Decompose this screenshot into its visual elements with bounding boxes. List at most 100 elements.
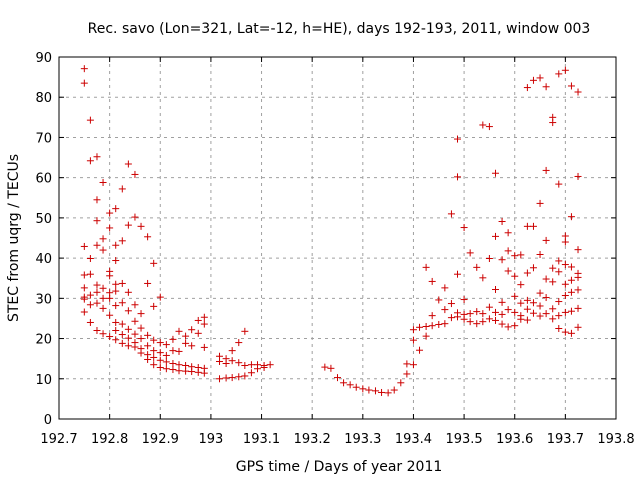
data-point (561, 292, 569, 300)
data-points (80, 65, 582, 397)
data-point (447, 300, 455, 308)
data-point (169, 366, 177, 374)
data-point (441, 306, 449, 314)
data-point (124, 307, 132, 315)
data-point (473, 308, 481, 316)
data-point (80, 65, 88, 73)
data-point (228, 374, 236, 382)
data-point (118, 279, 126, 287)
data-point (162, 341, 170, 349)
data-point (93, 327, 101, 335)
data-point (86, 157, 94, 165)
y-tick-label: 90 (35, 51, 52, 66)
data-point (162, 365, 170, 373)
data-point (428, 312, 436, 320)
data-point (549, 119, 557, 127)
data-point (365, 386, 373, 394)
data-point (555, 312, 563, 320)
data-point (574, 246, 582, 254)
data-point (504, 229, 512, 237)
data-point (99, 246, 107, 254)
data-point (485, 315, 493, 323)
data-point (479, 318, 487, 326)
data-point (378, 388, 386, 396)
data-point (574, 323, 582, 331)
data-point (555, 325, 563, 332)
grid-lines (59, 57, 616, 419)
data-point (156, 349, 164, 357)
data-point (112, 287, 120, 295)
data-point (99, 330, 107, 338)
data-point (131, 317, 139, 325)
data-point (235, 373, 243, 381)
data-point (194, 329, 202, 337)
data-point (118, 339, 126, 347)
data-point (498, 256, 506, 264)
x-tick-label: 193.3 (344, 432, 381, 447)
data-point (542, 236, 550, 244)
data-point (124, 221, 132, 229)
data-point (523, 269, 531, 277)
data-point (247, 369, 255, 377)
data-point (182, 332, 190, 340)
data-point (517, 315, 525, 323)
data-point (188, 342, 196, 350)
data-point (106, 209, 114, 217)
data-point (182, 339, 190, 347)
data-point (144, 355, 152, 363)
data-point (561, 328, 569, 336)
data-point (491, 169, 499, 177)
data-point (485, 303, 493, 311)
data-point (144, 342, 152, 350)
y-tick-labels: 0 10 20 30 40 50 60 70 80 90 (35, 51, 52, 428)
data-point (137, 335, 145, 343)
data-point (466, 318, 474, 326)
data-point (479, 121, 487, 129)
data-point (529, 299, 537, 307)
data-point (169, 359, 177, 367)
data-point (555, 257, 563, 265)
data-point (182, 367, 190, 375)
data-point (542, 275, 550, 283)
data-point (253, 365, 261, 373)
data-point (144, 233, 152, 241)
data-point (99, 294, 107, 302)
data-point (80, 242, 88, 250)
data-point (498, 298, 506, 306)
data-point (409, 336, 417, 344)
data-point (504, 323, 512, 331)
data-point (428, 322, 436, 330)
data-point (504, 247, 512, 255)
data-point (359, 385, 367, 393)
data-point (397, 379, 405, 387)
data-point (491, 232, 499, 240)
data-point (175, 347, 183, 355)
x-tick-label: 193.2 (294, 432, 331, 447)
data-point (188, 326, 196, 334)
data-point (266, 361, 274, 369)
data-point (346, 381, 354, 389)
data-point (567, 329, 575, 337)
data-point (80, 308, 88, 316)
data-point (473, 263, 481, 271)
data-point (156, 293, 164, 301)
data-point (498, 310, 506, 318)
data-point (241, 372, 249, 380)
y-tick-label: 40 (35, 252, 52, 267)
x-tick-label: 193.1 (243, 432, 280, 447)
data-point (549, 315, 557, 323)
data-point (106, 311, 114, 319)
data-point (144, 331, 152, 339)
data-point (106, 333, 114, 341)
data-point (124, 334, 132, 342)
data-point (523, 222, 531, 230)
data-point (536, 74, 544, 82)
data-point (441, 320, 449, 328)
data-point (561, 308, 569, 316)
data-point (222, 374, 230, 382)
data-point (99, 235, 107, 243)
data-point (542, 83, 550, 91)
y-tick-label: 60 (35, 172, 52, 187)
data-point (555, 180, 563, 188)
data-point (200, 343, 208, 351)
